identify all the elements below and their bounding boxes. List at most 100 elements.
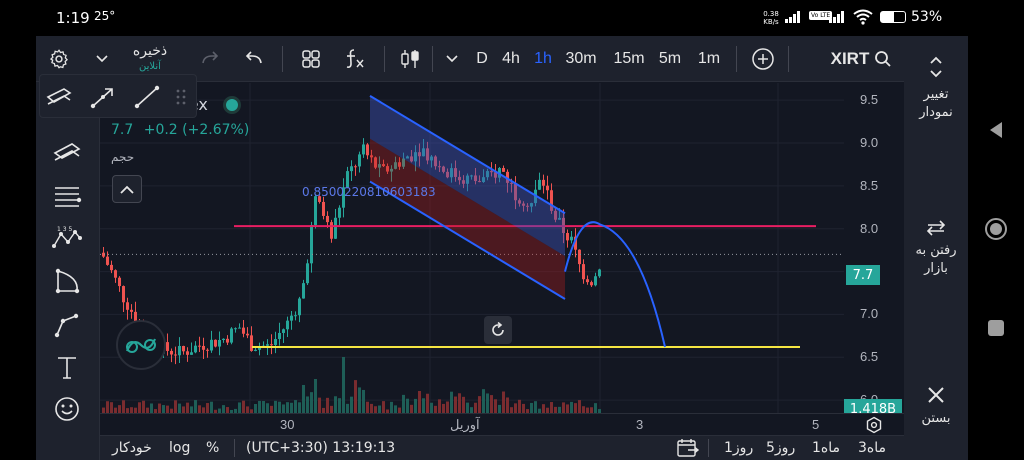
back-icon[interactable]: [984, 118, 1008, 142]
percent-scale-button[interactable]: %: [206, 440, 220, 456]
volume-bar: [190, 406, 193, 413]
channel-tool-icon[interactable]: [48, 138, 86, 168]
candle-body: [194, 345, 197, 353]
timeframe-4h[interactable]: 4h: [502, 50, 520, 67]
timeframe-30m[interactable]: 30m: [565, 50, 597, 67]
volume-bar: [350, 396, 353, 413]
path-tool-icon[interactable]: [48, 310, 86, 340]
symbol-name[interactable]: XIRT: [830, 49, 870, 68]
legend-last-price: 7.7: [111, 122, 134, 138]
period-5d-button[interactable]: 5روز: [766, 440, 796, 456]
timeframe-5m[interactable]: 5m: [658, 50, 682, 67]
time-axis[interactable]: 30 آوریل 3 5: [100, 413, 904, 435]
volume-bar: [242, 400, 245, 413]
lines-tool-icon[interactable]: [48, 180, 86, 210]
fx-icon[interactable]: [340, 44, 370, 74]
channel-tool-icon[interactable]: [44, 82, 74, 112]
search-icon[interactable]: [872, 44, 894, 74]
timeframe-15m[interactable]: 15m: [613, 50, 645, 67]
go-to-market-label: رفتن به بازار: [915, 243, 957, 276]
candles-icon[interactable]: [396, 44, 424, 74]
emoji-icon[interactable]: [48, 394, 86, 424]
period-1m-button[interactable]: 1ماه: [812, 440, 841, 456]
close-button[interactable]: بستن: [904, 386, 968, 428]
legend-change: +0.2 (+2.67%): [143, 122, 250, 138]
drag-handle-icon[interactable]: [170, 82, 192, 112]
recents-icon[interactable]: [984, 316, 1008, 340]
log-scale-button[interactable]: log: [169, 440, 191, 456]
candle-body: [454, 168, 457, 177]
chevron-down-icon[interactable]: [442, 44, 462, 74]
toolbar-divider: [384, 46, 385, 72]
battery-percent: 53%: [911, 9, 943, 25]
price-chart[interactable]: [100, 83, 844, 413]
candle-body: [134, 311, 137, 323]
volume-bar: [346, 403, 349, 413]
wifi-icon: [853, 9, 873, 25]
chevron-up-down-icon: [930, 56, 942, 78]
volume-bar: [534, 401, 537, 413]
candle-body: [546, 185, 549, 191]
period-1d-button[interactable]: 1روز: [724, 440, 754, 456]
candle-body: [214, 339, 217, 347]
collapse-legend-button[interactable]: [112, 175, 142, 203]
candle-body: [510, 182, 513, 184]
shape-tool-icon[interactable]: [48, 266, 86, 296]
go-to-market-button[interactable]: رفتن به بازار: [904, 220, 968, 278]
candle-body: [438, 166, 441, 168]
reset-chart-button[interactable]: [484, 316, 512, 344]
candle-body: [254, 349, 257, 351]
save-button[interactable]: ذخیره آنلاین: [120, 44, 180, 74]
axis-settings-icon[interactable]: [864, 416, 884, 434]
network-speed: 0.38 KB/s: [762, 10, 780, 26]
channel-bottom-line: [369, 180, 566, 300]
volume-bar: [194, 400, 197, 413]
price-axis[interactable]: 6.06.57.07.58.08.59.09.5 7.7 1.418B: [844, 83, 904, 419]
timezone-time[interactable]: (UTC+3:30) 13:19:13: [246, 440, 396, 456]
change-chart-button[interactable]: تغییر نمودار: [904, 54, 968, 122]
candle-body: [478, 181, 481, 183]
arrow-tool-icon[interactable]: [88, 82, 118, 112]
candle-body: [382, 164, 385, 167]
volume-bar: [102, 407, 105, 413]
auto-scale-button[interactable]: خودکار: [112, 440, 152, 456]
text-tool-icon[interactable]: [48, 352, 86, 382]
candle-body: [218, 339, 221, 347]
chevron-up-icon: [120, 185, 134, 194]
candle-body: [590, 282, 593, 286]
candle-body: [186, 351, 189, 355]
toolbar-divider: [282, 46, 283, 72]
pattern-tool-icon[interactable]: 1 3 5: [48, 222, 86, 252]
volume-bar: [146, 407, 149, 413]
bottom-divider: [234, 439, 235, 457]
volume-bar: [558, 406, 561, 413]
chevron-down-icon[interactable]: [92, 44, 112, 74]
volume-legend-label: حجم: [111, 150, 135, 164]
redo-icon[interactable]: [196, 44, 224, 74]
plus-circle-icon[interactable]: [748, 44, 778, 74]
undo-icon[interactable]: [240, 44, 268, 74]
candle-body: [582, 264, 585, 280]
grid-icon[interactable]: [296, 44, 326, 74]
volume-bar: [158, 403, 161, 413]
volume-bar: [426, 393, 429, 413]
chart-pane[interactable]: [100, 83, 844, 413]
volume-bar: [522, 403, 525, 413]
candle-body: [374, 157, 377, 168]
candle-body: [118, 277, 121, 287]
candle-body: [338, 207, 341, 218]
timeframe-1h[interactable]: 1h: [534, 50, 552, 67]
timeframe-1m[interactable]: 1m: [697, 50, 721, 67]
trend-line-icon[interactable]: [132, 82, 162, 112]
candle-body: [474, 175, 477, 182]
volume-bar: [270, 405, 273, 413]
projection-curve: [564, 221, 666, 348]
period-3m-button[interactable]: 3ماه: [858, 440, 887, 456]
timeframe-d[interactable]: D: [476, 50, 488, 67]
volume-bar: [530, 402, 533, 413]
home-icon[interactable]: [984, 217, 1008, 241]
gear-icon[interactable]: [44, 44, 74, 74]
volume-bar: [110, 402, 113, 413]
calendar-range-icon[interactable]: [676, 438, 700, 460]
volume-bar: [266, 403, 269, 413]
